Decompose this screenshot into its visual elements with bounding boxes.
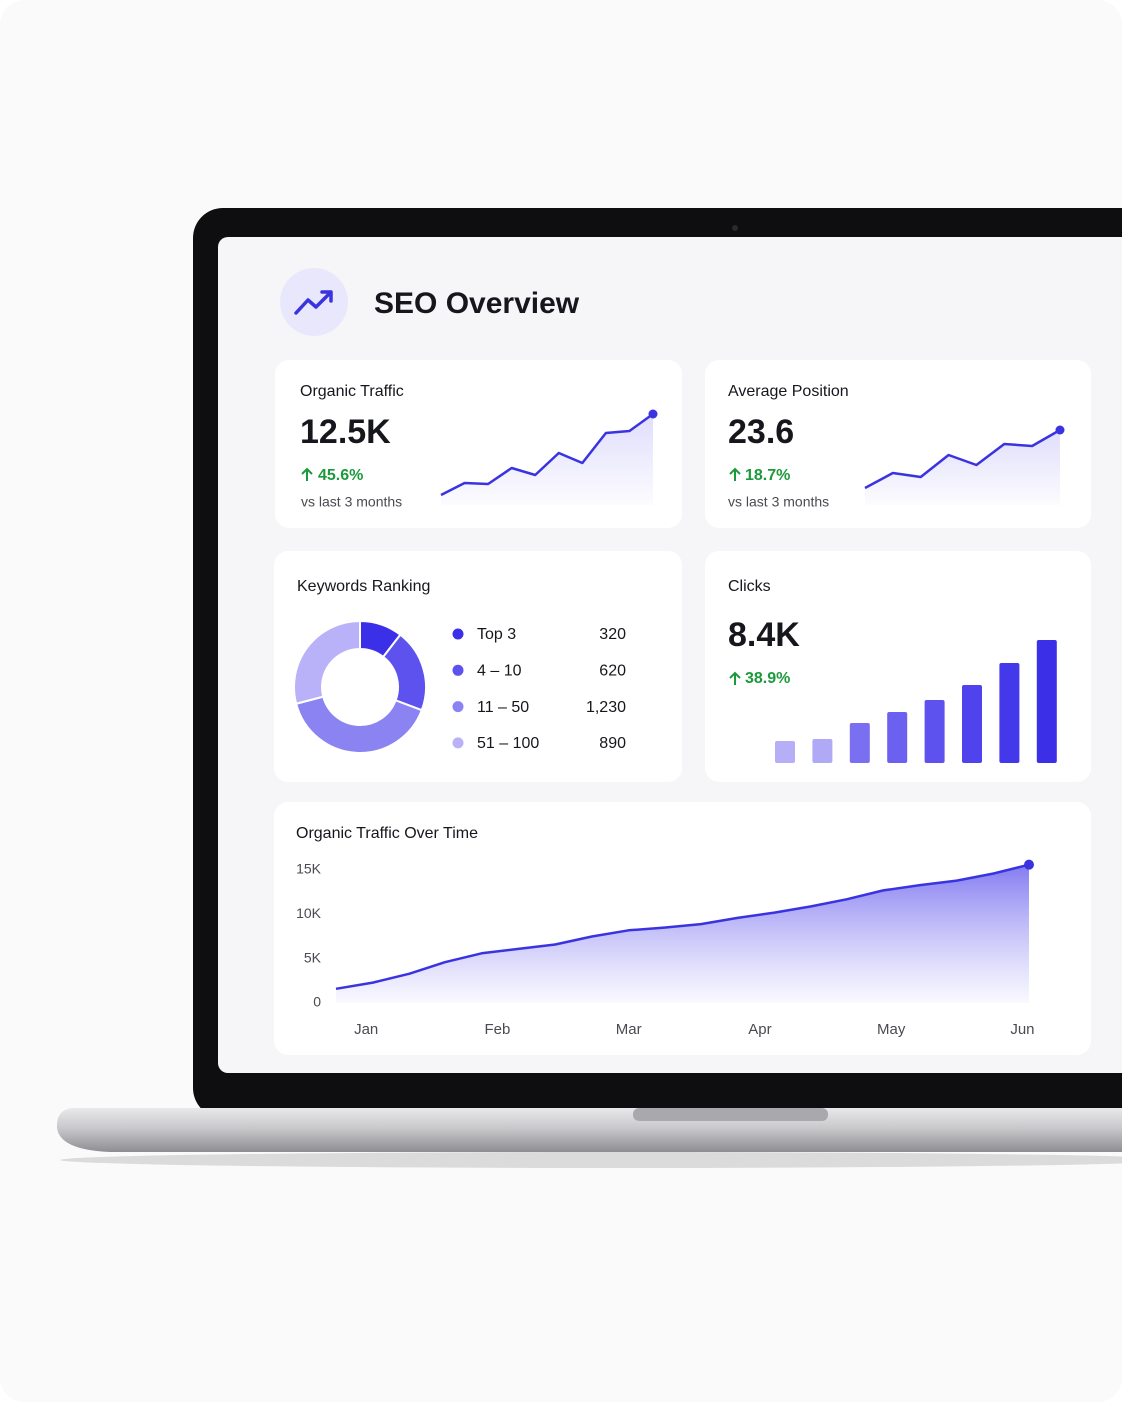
metric-note: vs last 3 months [301, 494, 402, 510]
y-tick-label: 10K [296, 905, 322, 921]
notch [633, 1108, 828, 1121]
metric-change: 45.6% [318, 467, 363, 484]
legend-value: 890 [599, 735, 626, 752]
metric-change: 18.7% [745, 467, 790, 484]
camera [732, 225, 738, 231]
card-title: Keywords Ranking [297, 578, 430, 595]
metric-value: 8.4K [728, 616, 800, 654]
legend-value: 620 [599, 663, 626, 680]
x-tick-label: May [877, 1021, 906, 1038]
y-tick-label: 15K [296, 861, 322, 877]
donut-segment [294, 695, 424, 754]
x-tick-label: Feb [485, 1021, 511, 1038]
bar [775, 741, 795, 763]
end-dot [1024, 859, 1034, 870]
legend-value: 1,230 [586, 699, 626, 716]
header-icon [280, 268, 348, 336]
card [705, 551, 1091, 782]
bar [812, 739, 833, 763]
legend-value: 320 [599, 626, 626, 643]
bar [924, 700, 945, 763]
laptop-base [56, 1108, 1122, 1152]
card-title: Average Position [728, 383, 849, 400]
card-title: Clicks [728, 578, 771, 595]
bar [887, 712, 908, 763]
x-tick-label: Jun [1010, 1021, 1034, 1038]
sparkline [440, 412, 654, 497]
page-title: SEO Overview [374, 287, 580, 320]
end-dot [648, 409, 658, 419]
bar [1036, 640, 1057, 763]
metric-note: vs last 3 months [728, 494, 829, 510]
legend-dot [452, 664, 464, 676]
end-dot [1055, 425, 1065, 435]
legend-dot [452, 628, 464, 640]
x-tick-label: Mar [616, 1021, 642, 1038]
card-title: Organic Traffic [300, 383, 404, 400]
legend-dot [452, 737, 464, 749]
legend-label: 51 – 100 [477, 735, 539, 752]
sparkline [864, 428, 1061, 490]
metric-value: 23.6 [728, 413, 794, 451]
y-tick-label: 0 [313, 994, 321, 1010]
up-arrow [729, 671, 741, 685]
metric-value: 12.5K [300, 413, 391, 451]
card-title: Organic Traffic Over Time [296, 825, 478, 842]
sparkline-area [441, 414, 653, 505]
legend-label: Top 3 [477, 626, 516, 643]
trend-icon [294, 290, 333, 315]
bar [962, 685, 982, 763]
bar [999, 663, 1020, 763]
up-arrow [301, 467, 313, 481]
up-arrow [729, 467, 741, 481]
legend-label: 11 – 50 [477, 699, 529, 716]
area-fill [336, 864, 1029, 1003]
x-tick-label: Apr [748, 1021, 771, 1038]
sparkline-area [865, 430, 1060, 505]
donut-segment [293, 619, 361, 705]
shadow [60, 1152, 1122, 1168]
y-tick-label: 5K [304, 949, 322, 965]
bar [849, 723, 870, 763]
area-line [335, 863, 1030, 991]
metric-change: 38.9% [745, 670, 790, 687]
legend-dot [452, 701, 464, 713]
x-tick-label: Jan [354, 1021, 378, 1038]
legend-label: 4 – 10 [477, 663, 522, 680]
